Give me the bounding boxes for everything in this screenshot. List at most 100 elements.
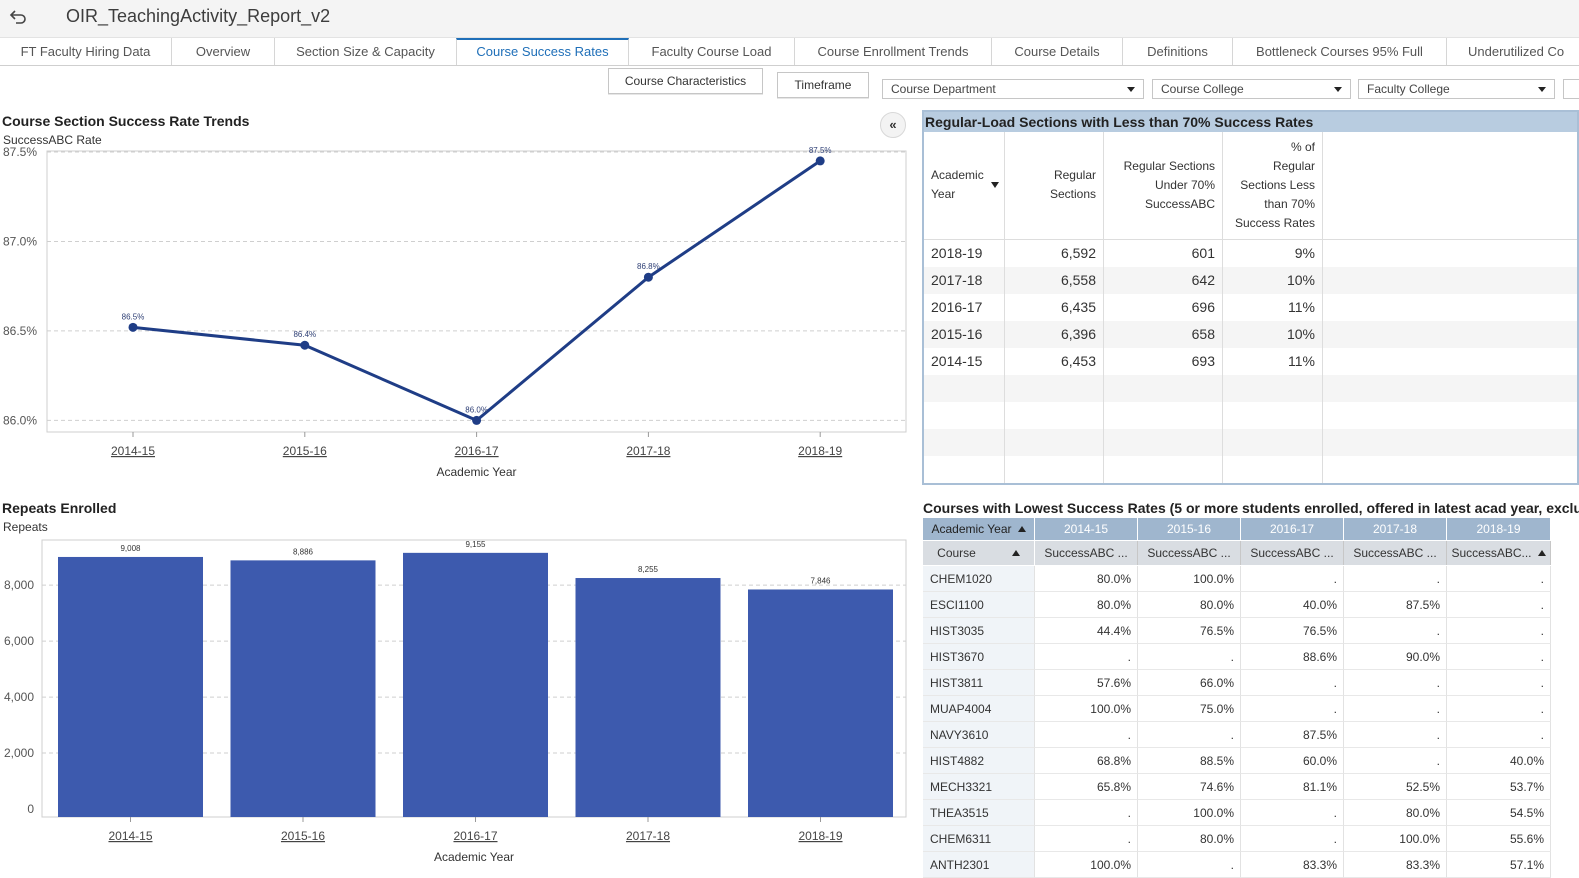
double-chevron-left-icon[interactable]: « [880, 112, 906, 138]
x-tick-label: 2015-16 [283, 444, 327, 458]
sort-up-icon[interactable] [1537, 550, 1546, 556]
course-characteristics-button[interactable]: Course Characteristics [608, 68, 763, 94]
table2-measure-header[interactable]: SuccessABC ... [1241, 541, 1344, 565]
table2-course-cell: CHEM6311 [923, 826, 1035, 852]
table1-cell-under: 642 [1191, 272, 1215, 288]
table2-value-cell: 90.0% [1344, 644, 1447, 670]
table1-cell-regular: 6,558 [1060, 272, 1096, 288]
table2-value-cell: . [1035, 826, 1138, 852]
table2-year-header[interactable]: 2016-17 [1241, 518, 1344, 540]
table-row: CHEM6311. 80.0%. 100.0% 55.6% [923, 826, 1579, 852]
more-filter-dropdown[interactable] [1563, 79, 1579, 99]
table2-value-cell: 100.0% [1035, 696, 1138, 722]
table2-value-cell: . [1447, 566, 1551, 592]
x-tick-label: 2016-17 [455, 444, 499, 458]
tab-course-details[interactable]: Course Details [992, 38, 1123, 65]
table2-value-cell: 44.4% [1035, 618, 1138, 644]
table2-year-header[interactable]: 2014-15 [1035, 518, 1138, 540]
table2-measure-header[interactable]: SuccessABC... [1447, 541, 1551, 565]
tab-definitions[interactable]: Definitions [1123, 38, 1233, 65]
measure-label: SuccessABC ... [1250, 546, 1334, 560]
bar [575, 578, 721, 817]
table1-header-pct[interactable]: % of Regular Sections Less than 70% Succ… [1223, 132, 1322, 240]
y-tick-label: 8,000 [4, 578, 34, 592]
course-department-dropdown[interactable]: Course Department [882, 79, 1144, 99]
header-text: Regular [1272, 159, 1315, 173]
table2-value-cell: 40.0% [1241, 592, 1344, 618]
tab-ft-faculty-hiring-data[interactable]: FT Faculty Hiring Data [0, 38, 172, 65]
table2-value-cell: 88.6% [1241, 644, 1344, 670]
header-text: Year [931, 187, 956, 201]
table2-value-cell: 60.0% [1241, 748, 1344, 774]
tab-course-enrollment-trends[interactable]: Course Enrollment Trends [795, 38, 992, 65]
table2-value-cell: . [1344, 696, 1447, 722]
line-chart-title: Course Section Success Rate Trends [2, 113, 250, 129]
table2-value-cell: . [1138, 722, 1241, 748]
table2-value-cell: . [1447, 592, 1551, 618]
table-row: HIST4882 68.8% 88.5% 60.0%. 40.0% [923, 748, 1579, 774]
chevron-down-icon [1538, 87, 1546, 92]
table2-course-cell: ESCI1100 [923, 592, 1035, 618]
table2-year-header[interactable]: 2015-16 [1138, 518, 1241, 540]
header-text: Regular Sections [1123, 159, 1215, 173]
table2-year-header[interactable]: 2017-18 [1344, 518, 1447, 540]
table2-corner-course[interactable]: Course [923, 541, 1035, 565]
table2-value-cell: . [1138, 644, 1241, 670]
data-point [815, 156, 825, 166]
course-college-dropdown[interactable]: Course College [1152, 79, 1351, 99]
data-point [300, 340, 310, 350]
line-chart-ylabel: SuccessABC Rate [3, 133, 102, 147]
table2-value-cell: . [1241, 696, 1344, 722]
table2-measure-header[interactable]: SuccessABC ... [1035, 541, 1138, 565]
table1-header-under[interactable]: Regular Sections Under 70% SuccessABC [1104, 132, 1222, 240]
table1-cell-regular: 6,435 [1060, 299, 1096, 315]
table1-header-regular[interactable]: Regular Sections [1005, 132, 1103, 240]
table2-value-cell: 87.5% [1344, 592, 1447, 618]
table2-course-cell: CHEM1020 [923, 566, 1035, 592]
table2-value-cell: 100.0% [1035, 852, 1138, 878]
table2-value-cell: . [1344, 722, 1447, 748]
table1-cell-regular: 6,592 [1060, 245, 1096, 261]
timeframe-button[interactable]: Timeframe [777, 72, 869, 98]
table1-header-year[interactable]: Academic Year [924, 132, 1004, 240]
table2-year-header[interactable]: 2018-19 [1447, 518, 1551, 540]
tab-underutilized-courses[interactable]: Underutilized Co [1468, 44, 1565, 59]
table1-cell-pct: 9% [1294, 245, 1315, 261]
x-axis-label: Academic Year [434, 850, 514, 864]
table2-value-cell: 83.3% [1241, 852, 1344, 878]
table2-value-cell: 88.5% [1138, 748, 1241, 774]
header-text: Regular [1053, 168, 1096, 182]
tab-bottleneck-courses[interactable]: Bottleneck Courses 95% Full [1233, 38, 1447, 65]
data-label: 86.8% [637, 262, 660, 271]
y-tick-label: 87.5% [3, 145, 37, 159]
tab-section-size-capacity[interactable]: Section Size & Capacity [275, 38, 457, 65]
table2-measure-header[interactable]: SuccessABC ... [1344, 541, 1447, 565]
table2-course-cell: HIST3811 [923, 670, 1035, 696]
table-row: THEA3515. 100.0%. 80.0% 54.5% [923, 800, 1579, 826]
sort-up-icon[interactable] [1017, 526, 1026, 532]
sort-down-icon[interactable] [991, 182, 999, 188]
table1-cell-year: 2016-17 [931, 299, 983, 315]
table2-value-cell: . [1344, 670, 1447, 696]
y-tick-label: 6,000 [4, 634, 34, 648]
measure-label: SuccessABC ... [1147, 546, 1231, 560]
table1-cell-pct: 11% [1288, 353, 1315, 369]
table2-measure-header[interactable]: SuccessABC ... [1138, 541, 1241, 565]
tab-faculty-course-load[interactable]: Faculty Course Load [629, 38, 795, 65]
tab-overview[interactable]: Overview [172, 38, 275, 65]
table2-value-cell: . [1447, 618, 1551, 644]
tab-course-success-rates[interactable]: Course Success Rates [456, 38, 629, 65]
back-arrow-icon[interactable] [8, 9, 28, 27]
table2-value-cell: . [1035, 800, 1138, 826]
faculty-college-dropdown[interactable]: Faculty College [1358, 79, 1555, 99]
table1-title: Regular-Load Sections with Less than 70%… [924, 112, 1577, 132]
x-tick-label: 2018-19 [798, 444, 842, 458]
table2-corner-year[interactable]: Academic Year [923, 518, 1035, 540]
report-title: OIR_TeachingActivity_Report_v2 [66, 6, 331, 26]
course-department-label: Course Department [891, 82, 996, 96]
sort-up-icon[interactable] [1011, 550, 1020, 556]
table1-cell-year: 2015-16 [931, 326, 983, 342]
chevron-down-icon [1334, 87, 1342, 92]
table2-value-cell: . [1241, 800, 1344, 826]
table-row-stripe [924, 429, 1577, 456]
